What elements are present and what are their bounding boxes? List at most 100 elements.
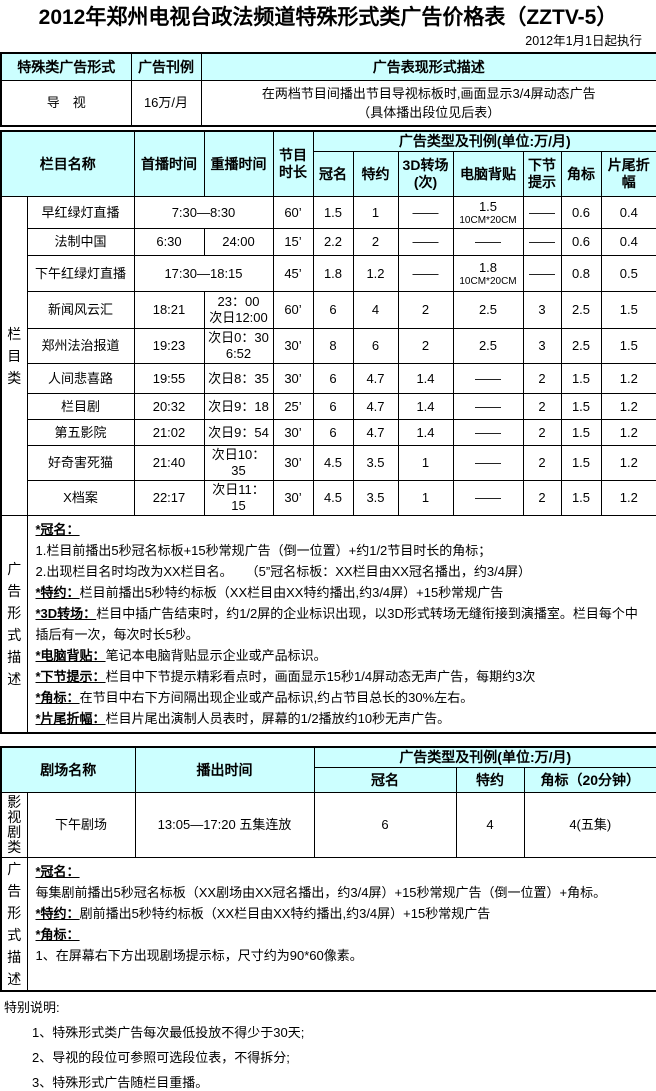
cell-end-banner: 0.5	[600, 255, 656, 292]
note-text: 栏目中插广告结束时，约1/2屏的企业标识出现，以3D形式转场无缝衔接到演播室。栏…	[35, 606, 638, 642]
cell-guanming: 1.5	[312, 196, 354, 229]
cell-end-banner: 1.2	[600, 419, 656, 446]
backsticker-size: 10CM*20CM	[459, 215, 517, 226]
cell-next-tip: 2	[522, 419, 562, 446]
table-row: 下午红绿灯直播 17:30—18:15 45’ 1.8 1.2 —— 1.8 1…	[1, 255, 656, 292]
cell-corner-mark: 1.5	[560, 419, 602, 446]
table-row: X档案 22:17 次日11：15 30’ 4.5 3.5 1 —— 2 1.5…	[1, 480, 656, 516]
cell-duration: 30’	[272, 419, 314, 446]
cell-program-name: 早红绿灯直播	[26, 196, 135, 229]
cell-end-banner: 1.2	[600, 445, 656, 481]
note-line: 1.栏目前播出5秒冠名标板+15秒常规广告（倒一位置）+约1/2节目时长的角标；	[36, 540, 649, 561]
cell-rerun: 次日9：54	[203, 419, 274, 446]
note-text: 剧前播出5秒特约标板（XX栏目由XX特约播出,约3/4屏）+15秒常规广告	[79, 906, 491, 921]
cell-program-name: 下午红绿灯直播	[26, 255, 135, 292]
cell-duration: 15’	[272, 228, 314, 256]
cell-computer-backsticker: 2.5	[452, 291, 524, 329]
notes-side-label: 广告形式描述	[0, 857, 28, 992]
col-guanming: 冠名	[312, 151, 354, 197]
table-row: 栏目类 早红绿灯直播 7:30—8:30 60’ 1.5 1 —— 1.5 10…	[0, 196, 656, 516]
cell-3d-transition: 1.4	[397, 363, 454, 394]
cell-next-tip: 2	[522, 393, 562, 420]
rerun-time-2: 次日12:00	[209, 310, 268, 325]
cell-rate: 16万/月	[130, 80, 202, 127]
note-line: *3D转场：栏目中插广告结束时，约1/2屏的企业标识出现，以3D形式转场无缝衔接…	[36, 603, 649, 645]
cell-first-air: 19:55	[133, 363, 205, 394]
cell-air-time: 7:30—8:30	[133, 196, 274, 229]
cell-teyue: 3.5	[352, 445, 399, 481]
table-header-row: 栏目名称 首播时间 重播时间 节目时长 广告类型及刊例(单位:万/月)	[0, 130, 656, 197]
special-note-item: 3、特殊形式广告随栏目重播。	[32, 1075, 209, 1090]
page-title: 2012年郑州电视台政法频道特殊形式类广告价格表（ZZTV-5）	[38, 6, 618, 29]
col-teyue: 特约	[455, 767, 525, 793]
table-header-row: 特殊类广告形式 广告刊例 广告表现形式描述	[0, 52, 656, 81]
cell-next-tip: 2	[522, 363, 562, 394]
cell-form-name: 导 视	[0, 80, 132, 127]
note-label: *角标：	[35, 927, 80, 942]
cell-teyue: 6	[352, 328, 399, 364]
cell-corner-mark: 1.5	[560, 445, 602, 481]
cell-computer-backsticker: ——	[452, 480, 524, 516]
cell-first-air: 21:02	[133, 419, 205, 446]
note-line: *电脑背贴：笔记本电脑背贴显示企业或产品标识。	[36, 645, 649, 666]
cell-description: 在两档节目间播出节目导视标板时,画面显示3/4屏动态广告 （具体播出段位见后表）	[200, 80, 656, 127]
cell-duration: 30’	[272, 480, 314, 516]
cell-computer-backsticker: 2.5	[452, 328, 524, 364]
note-label: *片尾折幅：	[35, 711, 106, 726]
cell-teyue: 4	[352, 291, 399, 329]
category-label: 栏目类	[0, 196, 28, 516]
cell-rerun: 次日8：35	[203, 363, 274, 394]
cell-end-banner: 1.2	[600, 393, 656, 420]
col-group-ad-types: 广告类型及刊例(单位:万/月)	[313, 746, 656, 768]
note-text: 栏目片尾出演制人员表时，屏幕的1/2播放约10秒无声广告。	[105, 711, 451, 726]
col-corner-mark: 角标	[560, 151, 602, 197]
col-air-time: 播出时间	[134, 746, 315, 793]
col-corner-mark: 角标（20分钟）	[523, 767, 656, 793]
cell-duration: 45’	[272, 255, 314, 292]
note-line: *下节提示：栏目中下节提示精彩看点时，画面显示15秒1/4屏动态无声广告，每期约…	[36, 666, 649, 687]
cell-3d-transition: 1	[397, 445, 454, 481]
note-label: *冠名：	[35, 864, 80, 879]
note-line: 2.出现栏目名时均改为XX栏目名。 （5”冠名标板：XX栏目由XX冠名播出，约3…	[36, 561, 649, 582]
cell-guanming: 6	[312, 393, 354, 420]
col-duration: 节目时长	[272, 130, 314, 197]
cell-end-banner: 1.2	[600, 363, 656, 394]
cell-teyue: 4.7	[352, 419, 399, 446]
col-next-tip: 下节提示	[522, 151, 562, 197]
note-text: 在节目中右下方间隔出现企业或产品标识,约占节目总长的30%左右。	[79, 690, 474, 705]
note-line: *特约：剧前播出5秒特约标板（XX栏目由XX特约播出,约3/4屏）+15秒常规广…	[36, 903, 649, 924]
cell-next-tip: ——	[522, 196, 562, 229]
cell-program-name: 栏目剧	[26, 393, 135, 420]
cell-guanming: 4.5	[312, 445, 354, 481]
note-label: *3D转场：	[35, 606, 97, 621]
col-theater-name: 剧场名称	[0, 746, 136, 793]
cell-corner-mark: 2.5	[560, 291, 602, 329]
cell-program-name: 第五影院	[26, 419, 135, 446]
note-text: 栏目前播出5秒特约标板（XX栏目由XX特约播出,约3/4屏）+15秒常规广告	[79, 585, 504, 600]
cell-guanming: 6	[312, 363, 354, 394]
note-line: *冠名：	[36, 519, 649, 540]
cell-program-name: 好奇害死猫	[26, 445, 135, 481]
notes-row: 广告形式描述 *冠名： 每集剧前播出5秒冠名标板（XX剧场由XX冠名播出，约3/…	[0, 857, 656, 992]
cell-end-banner: 1.2	[600, 480, 656, 516]
cell-program-name: 郑州法治报道	[26, 328, 135, 364]
table-row: 影视剧类 下午剧场 13:05—17:20 五集连放 6 4 4(五集)	[0, 792, 656, 858]
table-header-row: 剧场名称 播出时间 广告类型及刊例(单位:万/月)	[0, 746, 656, 793]
cell-guanming: 2.2	[312, 228, 354, 256]
cell-first-air: 18:21	[133, 291, 205, 329]
col-ad-desc: 广告表现形式描述	[200, 52, 656, 81]
cell-duration: 30’	[272, 328, 314, 364]
ad-form-notes: *冠名： 每集剧前播出5秒冠名标板（XX剧场由XX冠名播出，约3/4屏）+15秒…	[26, 857, 656, 992]
col-teyue: 特约	[352, 151, 399, 197]
cell-first-air: 21:40	[133, 445, 205, 481]
special-notes: 特别说明: 1、特殊形式类广告每次最低投放不得少于30天; 2、导视的段位可参照…	[0, 992, 656, 1091]
backsticker-price: 1.8	[478, 260, 498, 275]
col-group-ad-types: 广告类型及刊例(单位:万/月)	[312, 130, 656, 152]
cell-theater-name: 下午剧场	[26, 792, 136, 858]
col-computer-backsticker: 电脑背贴	[452, 151, 524, 197]
table-row: 导 视 16万/月 在两档节目间播出节目导视标板时,画面显示3/4屏动态广告 （…	[0, 80, 656, 127]
table-row: 人间悲喜路 19:55 次日8：35 30’ 6 4.7 1.4 —— 2 1.…	[1, 363, 656, 394]
cell-rerun: 次日10：35	[203, 445, 274, 481]
cell-first-air: 6:30	[133, 228, 205, 256]
